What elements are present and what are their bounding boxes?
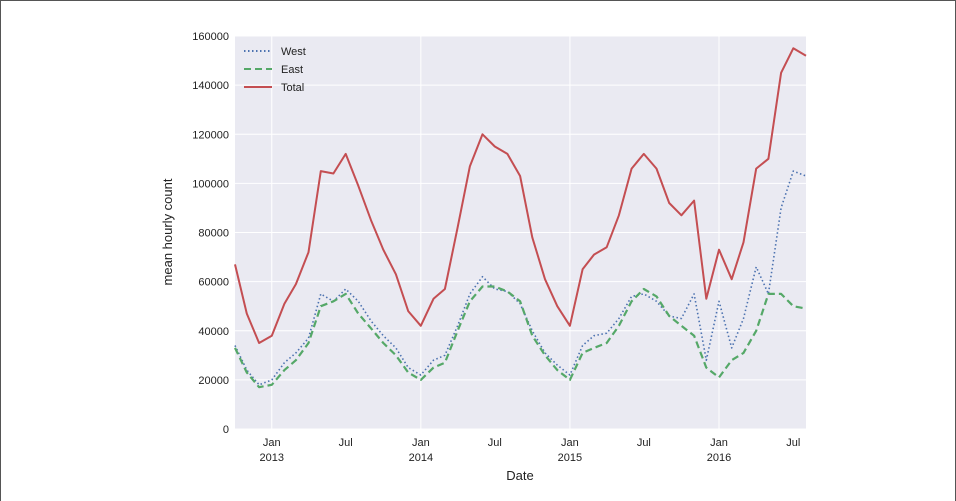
legend-label: Total <box>281 82 304 94</box>
x-tick-label: Jan <box>263 437 281 449</box>
y-tick-label: 80000 <box>198 228 229 240</box>
y-tick-label: 160000 <box>192 31 229 43</box>
grid <box>235 35 806 430</box>
x-axis-label: Date <box>506 468 533 483</box>
x-tick-label: Jul <box>786 437 800 449</box>
legend: West East Total <box>244 46 306 94</box>
x-tick-year: 2016 <box>707 452 731 464</box>
y-tick-label: 20000 <box>198 375 229 387</box>
series-line-total <box>234 47 807 344</box>
series-line-east <box>234 285 807 389</box>
legend-label: East <box>281 64 303 76</box>
x-tick-label: Jul <box>488 437 502 449</box>
x-tick-label: Jul <box>637 437 651 449</box>
x-tick-year: 2013 <box>260 452 284 464</box>
y-tick-label: 60000 <box>198 277 229 289</box>
x-tick-label: Jan <box>412 437 430 449</box>
y-tick-label: 40000 <box>198 326 229 338</box>
y-tick-label: 120000 <box>192 129 229 141</box>
y-tick-label: 0 <box>223 424 229 436</box>
x-tick-label: Jan <box>561 437 579 449</box>
legend-label: West <box>281 46 306 58</box>
x-tick-label: Jan <box>710 437 728 449</box>
x-tick-year: 2015 <box>558 452 582 464</box>
y-axis-label: mean hourly count <box>160 178 175 285</box>
x-axis-ticks: Jan 2013 Jan 2014 Jan 2015 Jan 2016 Jul Jul Jul Jul <box>260 437 801 464</box>
x-tick-year: 2014 <box>409 452 433 464</box>
x-tick-label: Jul <box>339 437 353 449</box>
y-axis-ticks: 0 20000 40000 60000 80000 100000 120000 140000 1… <box>192 31 229 436</box>
y-tick-label: 100000 <box>192 178 229 190</box>
y-tick-label: 140000 <box>192 80 229 92</box>
series-lines <box>234 47 807 389</box>
